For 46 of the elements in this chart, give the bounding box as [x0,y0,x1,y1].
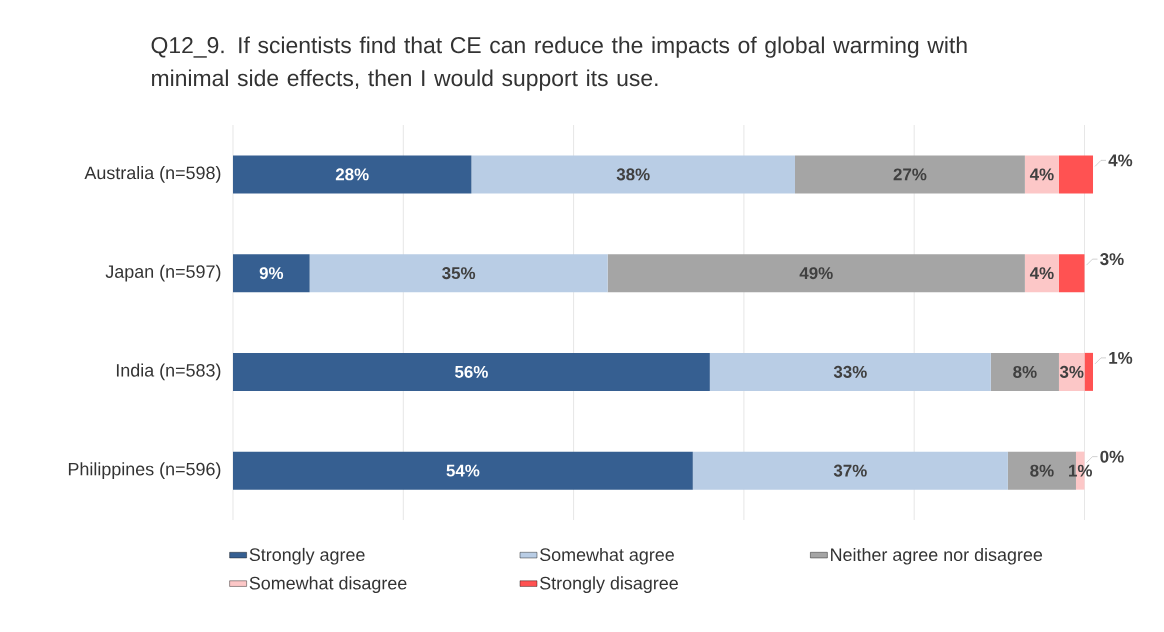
data-label: 28% [335,168,369,181]
bar [471,155,795,194]
legend-label: Strongly agree [249,547,365,565]
y-tick-label: Philippines (n=596) [68,462,221,479]
bar [1084,352,1094,391]
data-label: 1% [1109,351,1133,364]
bar [309,254,608,293]
bar [990,352,1059,391]
data-label: 9% [259,267,284,280]
data-label: 4% [1029,267,1054,280]
bar [607,254,1025,293]
data-label: 56% [454,365,488,378]
bar [1024,155,1059,194]
bar [1058,155,1094,194]
chart-title: Q12_9. If scientists find that CE can reduce the impacts of global warming with minimal side effects, then I would support its use. [151,36,967,91]
data-label: 38% [616,168,650,181]
bar [233,352,710,391]
data-label: 4% [1029,168,1054,181]
data-label: 8% [1030,464,1054,477]
data-label: 33% [833,365,867,378]
bar [709,352,991,391]
data-label: 27% [893,168,927,181]
bar [1024,254,1059,293]
data-label: 3% [1100,253,1124,266]
bar [794,155,1025,194]
bar [233,254,310,293]
legend-label: Strongly disagree [540,576,678,594]
data-label: 1% [1069,464,1093,477]
data-label: 8% [1013,365,1037,378]
legend-label: Neither agree nor disagree [831,547,1043,565]
data-label: 0% [1100,450,1124,463]
bar [233,451,693,490]
y-tick-label: India (n=583) [116,363,221,381]
legend-label: Somewhat agree [540,547,674,565]
bar [233,155,472,194]
data-label: 3% [1059,365,1084,378]
y-tick-label: Japan (n=597) [105,264,221,282]
data-label: 49% [799,267,833,280]
data-label: 4% [1108,154,1133,167]
bar [1058,254,1085,293]
data-label: 37% [833,464,867,477]
data-label: 35% [442,267,476,280]
legend-label: Somewhat disagree [249,576,407,594]
y-tick-label: Australia (n=598) [84,166,221,183]
bar [692,451,1008,490]
data-label: 54% [446,464,480,477]
